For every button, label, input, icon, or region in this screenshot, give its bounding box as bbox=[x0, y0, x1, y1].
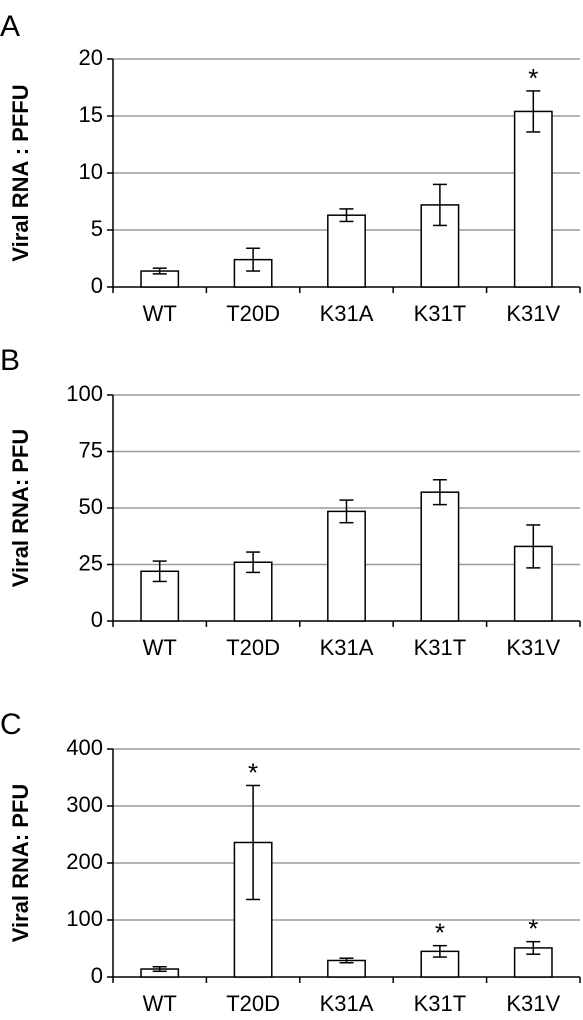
x-tick-label: K31T bbox=[414, 991, 467, 1016]
significance-star: * bbox=[435, 918, 445, 948]
chart-panel-c: C 0 100 200 300 400 Viral RNA: PFU WT T20D * K31A K… bbox=[0, 708, 581, 1016]
panel-letter: B bbox=[0, 344, 20, 377]
x-tick-label: K31A bbox=[320, 301, 374, 326]
y-tick-label: 25 bbox=[79, 550, 103, 575]
y-tick-label: 300 bbox=[66, 792, 103, 817]
significance-star: * bbox=[528, 914, 538, 944]
x-tick-label: K31V bbox=[506, 991, 560, 1016]
significance-star: * bbox=[248, 757, 258, 787]
y-axis-label: Viral RNA : PFFU bbox=[8, 84, 33, 261]
bar-k31a bbox=[327, 214, 366, 288]
chart-panel-a: A 0 5 10 15 20 Viral RNA : PFFU WT T20D K31A K31T K… bbox=[0, 10, 581, 326]
significance-star: * bbox=[528, 63, 538, 93]
bar-k31a bbox=[327, 510, 366, 622]
x-tick-label: WT bbox=[143, 301, 177, 326]
x-tick-label: K31V bbox=[506, 301, 560, 326]
bar-k31v bbox=[513, 110, 553, 288]
x-tick-label: T20D bbox=[226, 991, 280, 1016]
x-tick-label: T20D bbox=[226, 301, 280, 326]
x-tick-label: K31A bbox=[320, 635, 374, 660]
y-tick-label: 0 bbox=[91, 607, 103, 632]
y-tick-label: 0 bbox=[91, 963, 103, 988]
y-tick-label: 5 bbox=[91, 216, 103, 241]
y-axis-label: Viral RNA: PFU bbox=[8, 429, 33, 588]
chart-panel-b: B 0 25 50 75 100 Viral RNA: PFU WT T20D K31A K31T K… bbox=[0, 344, 581, 660]
y-tick-label: 50 bbox=[79, 494, 103, 519]
y-tick-label: 75 bbox=[79, 437, 103, 462]
y-tick-label: 100 bbox=[66, 906, 103, 931]
bar-k31t bbox=[420, 491, 460, 622]
y-tick-label: 10 bbox=[79, 159, 103, 184]
panel-letter: A bbox=[0, 10, 20, 43]
x-tick-label: K31V bbox=[506, 635, 560, 660]
y-tick-label: 200 bbox=[66, 849, 103, 874]
x-tick-label: T20D bbox=[226, 635, 280, 660]
y-tick-label: 20 bbox=[79, 45, 103, 70]
panel-letter: C bbox=[0, 708, 22, 741]
y-axis-label: Viral RNA: PFU bbox=[8, 784, 33, 943]
x-tick-label: WT bbox=[143, 991, 177, 1016]
y-tick-label: 0 bbox=[91, 273, 103, 298]
x-tick-label: K31T bbox=[414, 635, 467, 660]
x-tick-label: K31A bbox=[320, 991, 374, 1016]
y-tick-label: 100 bbox=[66, 381, 103, 406]
x-tick-label: WT bbox=[143, 635, 177, 660]
y-tick-label: 400 bbox=[66, 735, 103, 760]
y-tick-label: 15 bbox=[79, 102, 103, 127]
x-tick-label: K31T bbox=[414, 301, 467, 326]
